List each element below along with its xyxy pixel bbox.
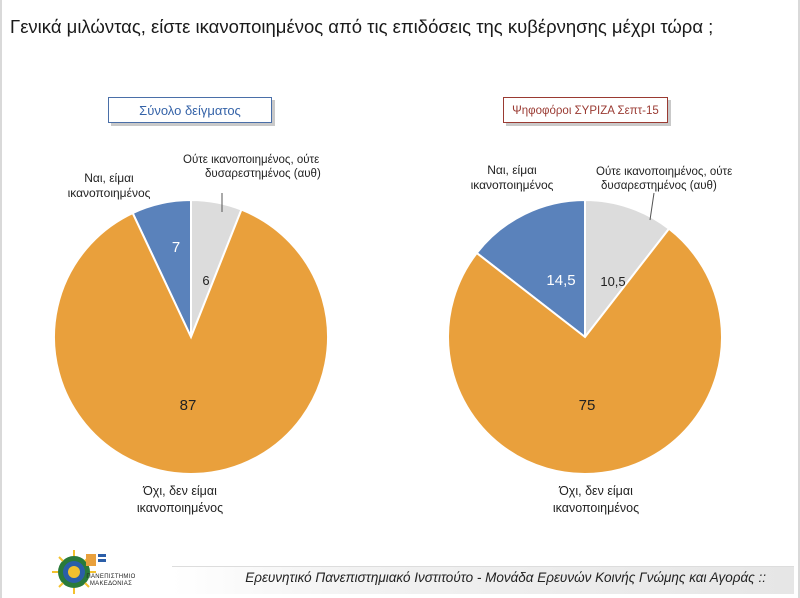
- label-no-left-line2: ικανοποιημένος: [137, 501, 223, 515]
- right-chart-title: Ψηφοφόροι ΣΥΡΙΖΑ Σεπτ-15: [503, 97, 668, 123]
- label-neither-left-line1: Ούτε ικανοποιημένος, ούτε: [183, 154, 319, 166]
- pie-chart-syriza-voters: Ούτε ικανοποιημένος, ούτε δυσαρεστημένος…: [447, 163, 732, 515]
- university-logo-icon: [52, 550, 106, 594]
- label-yes-left-line2: ικανοποιημένος: [68, 186, 151, 200]
- footer-institute-text: Ερευνητικό Πανεπιστημιακό Ινστιτούτο - Μ…: [245, 570, 766, 585]
- value-label-no-right: 75: [579, 397, 596, 414]
- value-label-no-left: 87: [180, 397, 197, 414]
- footer-band: [172, 566, 794, 594]
- label-neither-right-line2: δυσαρεστημένος (αυθ): [601, 180, 717, 192]
- label-neither-right-line1: Ούτε ικανοποιημένος, ούτε: [596, 166, 732, 178]
- value-label-yes-right: 14,5: [546, 272, 575, 289]
- slice-not-satisfied-left: [53, 208, 329, 475]
- slice-satisfied-right: [475, 198, 586, 340]
- label-no-left-line1: Όχι, δεν είμαι: [142, 484, 217, 498]
- logo-text: ΠΑΝΕΠΙΣΤΗΜΙΟ ΜΑΚΕΔΟΝΙΑΣ: [86, 574, 136, 587]
- label-yes-right-line1: Ναι, είμαι: [487, 163, 537, 177]
- value-label-yes-left: 7: [172, 239, 180, 256]
- label-yes-right-line2: ικανοποιημένος: [471, 178, 554, 192]
- slice-not-satisfied-right: [447, 227, 723, 475]
- label-no-right-line1: Όχι, δεν είμαι: [558, 484, 633, 498]
- frame-right-border: [798, 0, 800, 598]
- value-label-neither-right: 10,5: [600, 274, 625, 289]
- value-label-neither-left: 6: [202, 273, 209, 288]
- left-chart-title: Σύνολο δείγματος: [108, 97, 272, 123]
- leader-line-neither-right: [649, 192, 655, 221]
- label-yes-left-line1: Ναι, είμαι: [84, 171, 134, 185]
- page-title: Γενικά μιλώντας, είστε ικανοποιημένος απ…: [10, 16, 714, 37]
- slice-neither-right: [584, 198, 671, 340]
- label-neither-left-line2: δυσαρεστημένος (αυθ): [205, 168, 321, 180]
- pie-chart-total-sample: Ούτε ικανοποιημένος, ούτε δυσαρεστημένος…: [53, 154, 329, 515]
- label-no-right-line2: ικανοποιημένος: [553, 501, 639, 515]
- frame-left-border: [0, 0, 2, 598]
